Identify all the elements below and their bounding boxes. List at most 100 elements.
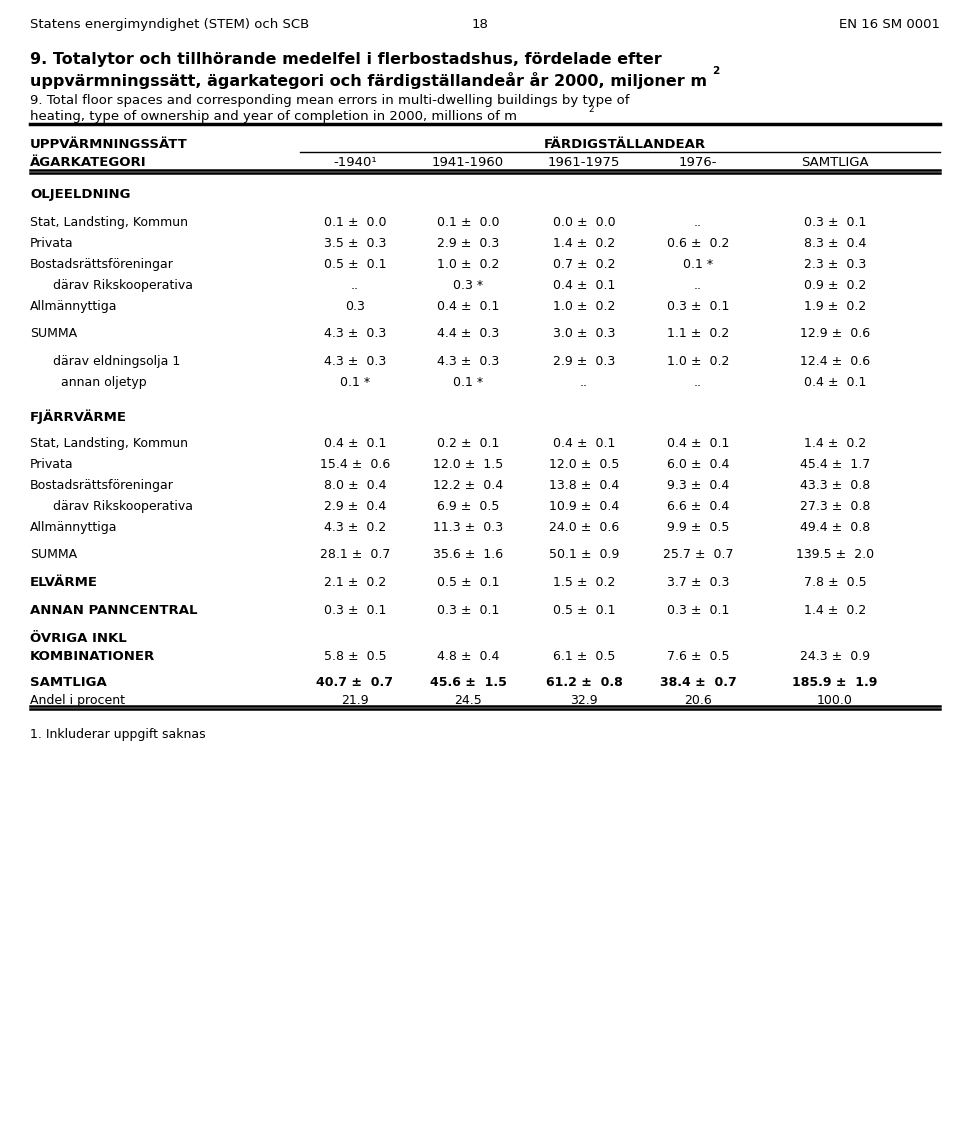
Text: 1.4 ±  0.2: 1.4 ± 0.2: [804, 604, 866, 617]
Text: 2.9 ±  0.3: 2.9 ± 0.3: [437, 237, 499, 250]
Text: 185.9 ±  1.9: 185.9 ± 1.9: [792, 676, 877, 689]
Text: 43.3 ±  0.8: 43.3 ± 0.8: [800, 479, 870, 492]
Text: 40.7 ±  0.7: 40.7 ± 0.7: [317, 676, 394, 689]
Text: SUMMA: SUMMA: [30, 327, 77, 340]
Text: 0.5 ±  0.1: 0.5 ± 0.1: [437, 576, 499, 589]
Text: 6.6 ±  0.4: 6.6 ± 0.4: [667, 500, 730, 513]
Text: 4.3 ±  0.3: 4.3 ± 0.3: [437, 355, 499, 368]
Text: 21.9: 21.9: [341, 695, 369, 707]
Text: OLJEELDNING: OLJEELDNING: [30, 188, 131, 201]
Text: ANNAN PANNCENTRAL: ANNAN PANNCENTRAL: [30, 604, 198, 617]
Text: 0.4 ±  0.1: 0.4 ± 0.1: [553, 437, 615, 450]
Text: 0.0 ±  0.0: 0.0 ± 0.0: [553, 216, 615, 229]
Text: 45.6 ±  1.5: 45.6 ± 1.5: [429, 676, 507, 689]
Text: Allmännyttiga: Allmännyttiga: [30, 521, 117, 534]
Text: 61.2 ±  0.8: 61.2 ± 0.8: [545, 676, 622, 689]
Text: 4.3 ±  0.3: 4.3 ± 0.3: [324, 355, 386, 368]
Text: 8.0 ±  0.4: 8.0 ± 0.4: [324, 479, 386, 492]
Text: Bostadsrättsföreningar: Bostadsrättsföreningar: [30, 479, 174, 492]
Text: 4.4 ±  0.3: 4.4 ± 0.3: [437, 327, 499, 340]
Text: 25.7 ±  0.7: 25.7 ± 0.7: [662, 548, 733, 561]
Text: ..: ..: [351, 279, 359, 292]
Text: 0.1 *: 0.1 *: [683, 258, 713, 271]
Text: Statens energimyndighet (STEM) och SCB: Statens energimyndighet (STEM) och SCB: [30, 18, 309, 31]
Text: 28.1 ±  0.7: 28.1 ± 0.7: [320, 548, 390, 561]
Text: 0.1 *: 0.1 *: [340, 376, 370, 389]
Text: ..: ..: [580, 376, 588, 389]
Text: därav Rikskooperativa: därav Rikskooperativa: [45, 279, 193, 292]
Text: 38.4 ±  0.7: 38.4 ± 0.7: [660, 676, 736, 689]
Text: 2: 2: [712, 66, 719, 76]
Text: 0.4 ±  0.1: 0.4 ± 0.1: [667, 437, 730, 450]
Text: 0.4 ±  0.1: 0.4 ± 0.1: [804, 376, 866, 389]
Text: 1.0 ±  0.2: 1.0 ± 0.2: [667, 355, 730, 368]
Text: 1976-: 1976-: [679, 156, 717, 169]
Text: 0.3 ±  0.1: 0.3 ± 0.1: [667, 604, 730, 617]
Text: 0.3 ±  0.1: 0.3 ± 0.1: [667, 300, 730, 313]
Text: 32.9: 32.9: [570, 695, 598, 707]
Text: 1.5 ±  0.2: 1.5 ± 0.2: [553, 576, 615, 589]
Text: 1.1 ±  0.2: 1.1 ± 0.2: [667, 327, 730, 340]
Text: Stat, Landsting, Kommun: Stat, Landsting, Kommun: [30, 437, 188, 450]
Text: 10.9 ±  0.4: 10.9 ± 0.4: [549, 500, 619, 513]
Text: 0.1 ±  0.0: 0.1 ± 0.0: [324, 216, 386, 229]
Text: 2.1 ±  0.2: 2.1 ± 0.2: [324, 576, 386, 589]
Text: 11.3 ±  0.3: 11.3 ± 0.3: [433, 521, 503, 534]
Text: 1961-1975: 1961-1975: [548, 156, 620, 169]
Text: 0.3 *: 0.3 *: [453, 279, 483, 292]
Text: därav Rikskooperativa: därav Rikskooperativa: [45, 500, 193, 513]
Text: SAMTLIGA: SAMTLIGA: [802, 156, 869, 169]
Text: 45.4 ±  1.7: 45.4 ± 1.7: [800, 458, 870, 471]
Text: 0.6 ±  0.2: 0.6 ± 0.2: [667, 237, 730, 250]
Text: 0.4 ±  0.1: 0.4 ± 0.1: [437, 300, 499, 313]
Text: -1940¹: -1940¹: [333, 156, 377, 169]
Text: 0.3: 0.3: [345, 300, 365, 313]
Text: 1.4 ±  0.2: 1.4 ± 0.2: [804, 437, 866, 450]
Text: 12.2 ±  0.4: 12.2 ± 0.4: [433, 479, 503, 492]
Text: 12.0 ±  1.5: 12.0 ± 1.5: [433, 458, 503, 471]
Text: 9.9 ±  0.5: 9.9 ± 0.5: [667, 521, 730, 534]
Text: 7.6 ±  0.5: 7.6 ± 0.5: [667, 650, 730, 663]
Text: 2.9 ±  0.4: 2.9 ± 0.4: [324, 500, 386, 513]
Text: därav eldningsolja 1: därav eldningsolja 1: [45, 355, 180, 368]
Text: ..: ..: [694, 279, 702, 292]
Text: EN 16 SM 0001: EN 16 SM 0001: [839, 18, 940, 31]
Text: 18: 18: [471, 18, 489, 31]
Text: 6.1 ±  0.5: 6.1 ± 0.5: [553, 650, 615, 663]
Text: 9. Total floor spaces and corresponding mean errors in multi-dwelling buildings : 9. Total floor spaces and corresponding …: [30, 94, 630, 107]
Text: 2.3 ±  0.3: 2.3 ± 0.3: [804, 258, 866, 271]
Text: 2: 2: [588, 105, 593, 114]
Text: 6.9 ±  0.5: 6.9 ± 0.5: [437, 500, 499, 513]
Text: 0.4 ±  0.1: 0.4 ± 0.1: [324, 437, 386, 450]
Text: 0.5 ±  0.1: 0.5 ± 0.1: [324, 258, 386, 271]
Text: 12.9 ±  0.6: 12.9 ± 0.6: [800, 327, 870, 340]
Text: Privata: Privata: [30, 458, 74, 471]
Text: 1.0 ±  0.2: 1.0 ± 0.2: [437, 258, 499, 271]
Text: 0.1 *: 0.1 *: [453, 376, 483, 389]
Text: 12.4 ±  0.6: 12.4 ± 0.6: [800, 355, 870, 368]
Text: 27.3 ±  0.8: 27.3 ± 0.8: [800, 500, 870, 513]
Text: Allmännyttiga: Allmännyttiga: [30, 300, 117, 313]
Text: Stat, Landsting, Kommun: Stat, Landsting, Kommun: [30, 216, 188, 229]
Text: 24.0 ±  0.6: 24.0 ± 0.6: [549, 521, 619, 534]
Text: 20.6: 20.6: [684, 695, 712, 707]
Text: 8.3 ±  0.4: 8.3 ± 0.4: [804, 237, 866, 250]
Text: 24.3 ±  0.9: 24.3 ± 0.9: [800, 650, 870, 663]
Text: 5.8 ±  0.5: 5.8 ± 0.5: [324, 650, 386, 663]
Text: 0.9 ±  0.2: 0.9 ± 0.2: [804, 279, 866, 292]
Text: 12.0 ±  0.5: 12.0 ± 0.5: [549, 458, 619, 471]
Text: ..: ..: [694, 216, 702, 229]
Text: UPPVÄRMNINGSSÄTT: UPPVÄRMNINGSSÄTT: [30, 138, 188, 151]
Text: FÄRDIGSTÄLLANDEAR: FÄRDIGSTÄLLANDEAR: [544, 138, 706, 151]
Text: 9.3 ±  0.4: 9.3 ± 0.4: [667, 479, 730, 492]
Text: 35.6 ±  1.6: 35.6 ± 1.6: [433, 548, 503, 561]
Text: 0.2 ±  0.1: 0.2 ± 0.1: [437, 437, 499, 450]
Text: Privata: Privata: [30, 237, 74, 250]
Text: 0.4 ±  0.1: 0.4 ± 0.1: [553, 279, 615, 292]
Text: 7.8 ±  0.5: 7.8 ± 0.5: [804, 576, 866, 589]
Text: 3.5 ±  0.3: 3.5 ± 0.3: [324, 237, 386, 250]
Text: ÄGARKATEGORI: ÄGARKATEGORI: [30, 156, 147, 169]
Text: 1941-1960: 1941-1960: [432, 156, 504, 169]
Text: 0.1 ±  0.0: 0.1 ± 0.0: [437, 216, 499, 229]
Text: 50.1 ±  0.9: 50.1 ± 0.9: [549, 548, 619, 561]
